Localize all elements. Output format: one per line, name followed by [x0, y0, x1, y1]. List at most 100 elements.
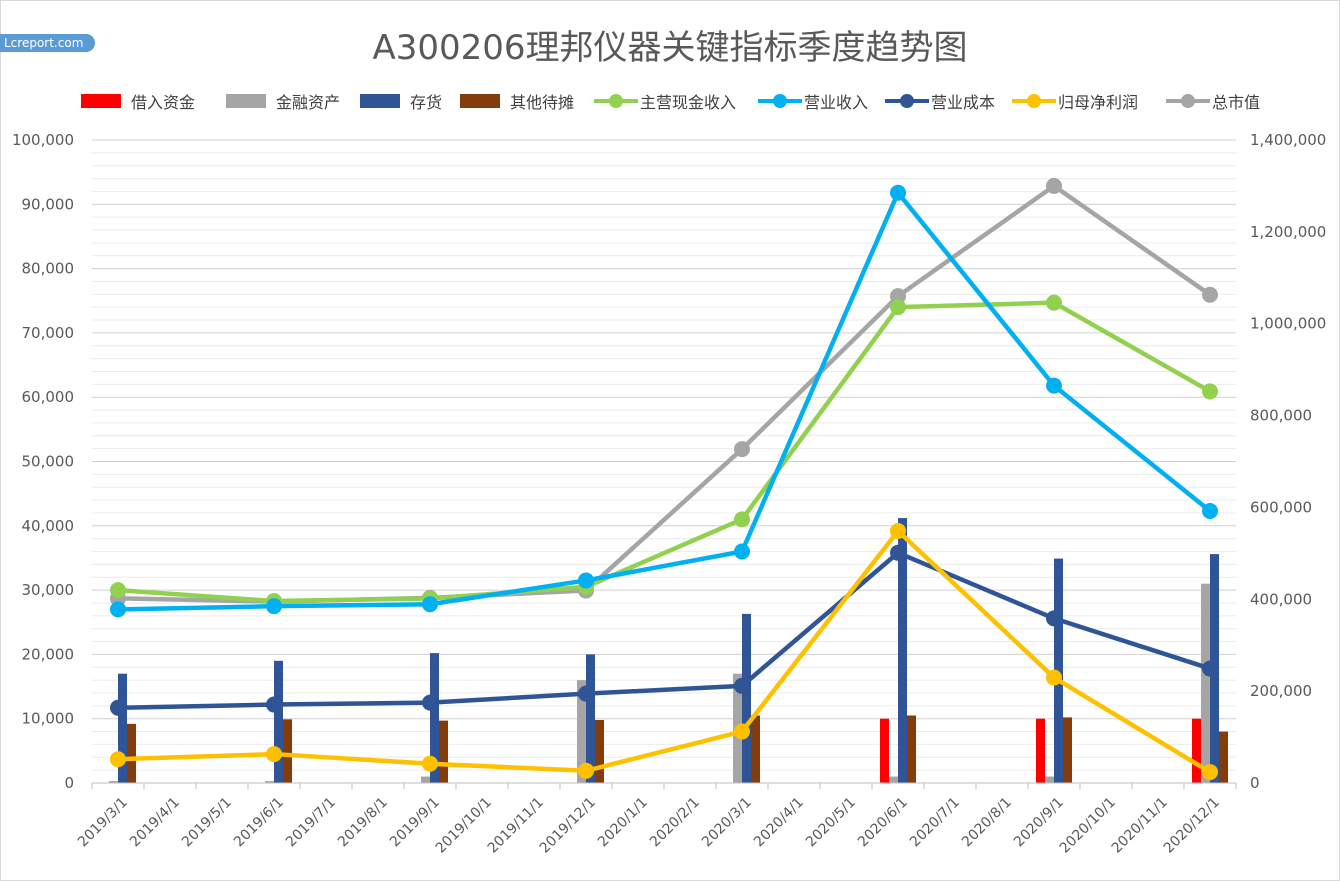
- series-point-4-5: [890, 288, 906, 305]
- y-right-tick-label: 400,000: [1250, 590, 1312, 608]
- series-point-3-3: [578, 762, 594, 779]
- x-tick-label: 2020/4/1: [751, 795, 807, 851]
- series-point-2-5: [890, 544, 906, 561]
- x-tick-label: 2019/8/1: [335, 795, 391, 851]
- bar-3-1: [283, 719, 292, 783]
- series-point-3-6: [1046, 669, 1062, 686]
- series-line-3: [115, 528, 1213, 775]
- legend-item-financial-assets: 金融资产: [226, 89, 340, 113]
- series-point-3-0: [110, 751, 126, 768]
- y-left-tick-label: 40,000: [22, 517, 75, 535]
- bar-2-6: [1054, 558, 1063, 783]
- y-right-tick-label: 1,200,000: [1250, 223, 1326, 241]
- series-point-3-7: [1202, 764, 1218, 781]
- legend-swatch-inventory: [360, 94, 400, 108]
- y-right-tick-label: 600,000: [1250, 498, 1312, 516]
- bar-2-2: [430, 653, 439, 783]
- bar-0-7: [1192, 718, 1201, 783]
- y-right-tick-label: 1,000,000: [1250, 315, 1326, 333]
- bar-2-0: [118, 673, 127, 783]
- y-left-tick-label: 60,000: [22, 388, 75, 406]
- legend-swatch-borrowed-funds: [81, 94, 121, 108]
- bar-1-0: [109, 781, 118, 783]
- y-left-tick-label: 70,000: [22, 324, 75, 342]
- x-tick-label: 2019/6/1: [231, 795, 287, 851]
- bar-1-7: [1201, 583, 1210, 783]
- series-point-1-3: [578, 572, 594, 589]
- series-line-0: [115, 300, 1213, 604]
- bar-3-6: [1063, 717, 1072, 783]
- legend-swatch-revenue: [758, 94, 802, 108]
- series-point-3-1: [266, 746, 282, 763]
- y-left-tick-label: 90,000: [22, 195, 75, 213]
- bar-1-5: [889, 776, 898, 783]
- legend-swatch-other-deferred: [460, 94, 500, 108]
- y-left-tick-label: 80,000: [22, 260, 75, 278]
- legend-label-financial-assets: 金融资产: [276, 93, 341, 112]
- legend-label-market-cap: 总市值: [1212, 93, 1261, 112]
- y-right-tick-label: 800,000: [1250, 407, 1312, 425]
- legend-label-other-deferred: 其他待摊: [510, 93, 575, 112]
- legend-item-other-deferred: 其他待摊: [460, 89, 574, 113]
- bar-3-2: [439, 720, 448, 783]
- series-point-1-5: [890, 184, 906, 201]
- series-point-0-7: [1202, 383, 1218, 400]
- series-point-3-4: [734, 723, 750, 740]
- series-point-2-6: [1046, 610, 1062, 627]
- y-right-tick-label: 1,400,000: [1250, 131, 1326, 149]
- series-line-1: [115, 190, 1213, 612]
- series-point-1-6: [1046, 377, 1062, 394]
- bar-3-4: [751, 715, 760, 783]
- y-left-tick-label: 30,000: [22, 581, 75, 599]
- x-tick-label: 2020/12/1: [1161, 795, 1223, 857]
- bar-2-5: [898, 518, 907, 783]
- x-tick-label: 2020/7/1: [907, 795, 963, 851]
- bar-1-1: [265, 781, 274, 783]
- bar-3-7: [1219, 731, 1228, 783]
- series-point-0-6: [1046, 294, 1062, 311]
- series-point-1-2: [422, 596, 438, 613]
- x-tick-label: 2020/2/1: [647, 795, 703, 851]
- bar-0-5: [880, 718, 889, 783]
- bar-marks: [109, 518, 1228, 783]
- x-tick-label: 2020/1/1: [595, 795, 651, 851]
- series-point-0-0: [110, 582, 126, 599]
- y-left-tick-label: 20,000: [22, 645, 75, 663]
- y-right-tick-label: 200,000: [1250, 682, 1312, 700]
- x-tick-label: 2019/12/1: [537, 795, 599, 857]
- legend-item-main-cash-income: 主营现金收入: [594, 89, 736, 113]
- legend-item-market-cap: 总市值: [1166, 89, 1260, 113]
- bar-3-0: [127, 723, 136, 783]
- legend-label-operating-cost: 营业成本: [931, 93, 996, 112]
- series-point-0-5: [890, 299, 906, 316]
- series-point-1-1: [266, 598, 282, 615]
- legend-swatch-market-cap: [1166, 94, 1210, 108]
- y-left-tick-label: 0: [64, 774, 74, 792]
- bar-2-1: [274, 660, 283, 783]
- series-point-2-2: [422, 694, 438, 711]
- watermark-badge: Lcreport.com: [0, 34, 96, 52]
- series-point-4-7: [1202, 286, 1218, 303]
- x-tick-label: 2020/6/1: [855, 795, 911, 851]
- legend-item-revenue: 营业收入: [758, 89, 868, 113]
- x-tick-label: 2019/7/1: [283, 795, 339, 851]
- series-point-3-2: [422, 755, 438, 772]
- series-point-2-1: [266, 696, 282, 713]
- series-point-4-6: [1046, 177, 1062, 194]
- bar-3-5: [907, 715, 916, 783]
- legend-item-operating-cost: 营业成本: [885, 89, 995, 113]
- legend-swatch-main-cash-income: [594, 94, 638, 108]
- gridlines: [92, 139, 1236, 784]
- series-line-2: [115, 550, 1213, 711]
- legend-item-inventory: 存货: [360, 89, 442, 113]
- legend-label-revenue: 营业收入: [804, 93, 869, 112]
- series-point-1-7: [1202, 503, 1218, 520]
- bar-1-2: [421, 776, 430, 783]
- x-tick-label: 2020/9/1: [1011, 795, 1067, 851]
- legend-label-main-cash-income: 主营现金收入: [640, 93, 737, 112]
- y-left-tick-label: 50,000: [22, 453, 75, 471]
- bar-1-3: [577, 680, 586, 783]
- series-line-4: [115, 183, 1213, 604]
- bar-2-4: [742, 613, 751, 783]
- x-tick-label: 2019/9/1: [387, 795, 443, 851]
